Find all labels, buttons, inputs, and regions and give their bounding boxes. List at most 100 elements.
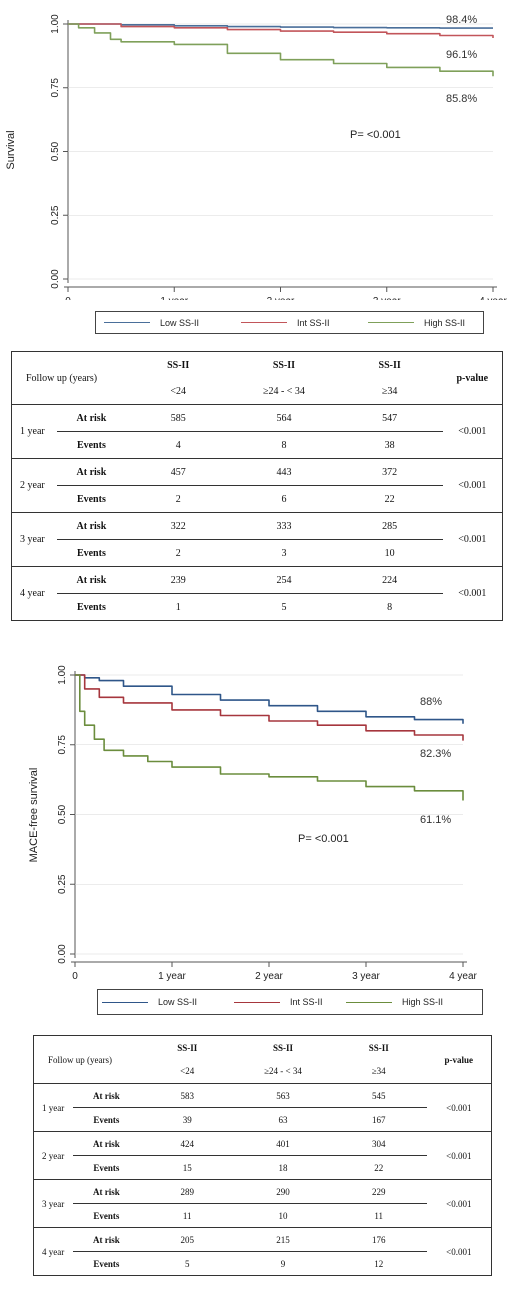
y-tick-label: 1.00	[50, 14, 61, 34]
at-risk-value: 563	[235, 1083, 331, 1108]
legend-label: High SS-II	[402, 997, 444, 1007]
legend-label: Int SS-II	[297, 317, 330, 328]
p-value: <0.001	[458, 480, 487, 491]
x-tick-label: 3 year	[373, 296, 401, 300]
legend-swatch-low	[102, 1001, 148, 1003]
column-head: SS-II	[177, 1042, 198, 1053]
legend-item-high: High SS-II	[368, 312, 465, 333]
follow-up-header: Follow up (years)	[26, 372, 98, 384]
at-risk-value: 443	[231, 458, 337, 486]
header-range-row: <24 ≥24 - < 34 ≥34	[12, 378, 503, 405]
x-tick-label: 3 year	[352, 971, 380, 982]
p-value: <0.001	[458, 534, 487, 545]
p-value: <0.001	[458, 588, 487, 599]
events-value: 11	[182, 1210, 192, 1221]
series-line-low	[68, 23, 493, 29]
y-tick-label: 0.25	[57, 874, 68, 894]
at-risk-value: 304	[330, 1131, 427, 1156]
legend-swatch-int	[234, 1001, 280, 1003]
events-label: Events	[76, 439, 106, 451]
at-risk-label: At risk	[57, 566, 126, 594]
x-tick-label: 1 year	[158, 971, 186, 982]
y-tick-label: 0.50	[57, 804, 68, 824]
header-row: Follow up (years) SS-II SS-II SS-II p-va…	[12, 352, 503, 384]
series-line-int	[68, 23, 494, 38]
column-range: ≥24 - < 34	[262, 385, 305, 397]
at-risk-value: 372	[336, 458, 443, 486]
table-row: 1 year At risk 585 564 547 <0.001	[11, 404, 503, 437]
p-value: <0.001	[446, 1246, 472, 1257]
column-head: SS-II	[378, 359, 401, 371]
events-value: 18	[278, 1162, 288, 1173]
events-value: 2	[175, 493, 181, 505]
events-value: 3	[281, 547, 287, 559]
at-risk-value: 564	[231, 404, 337, 432]
follow-up-header: Follow up (years)	[48, 1054, 112, 1065]
mace-free-survival-chart: MACE-free survival 0.00 0.25 0.50 0.75 1.00 0…	[28, 665, 478, 982]
y-tick-label: 0.00	[57, 944, 68, 964]
x-tick-label: 4 year	[449, 971, 477, 982]
legend-swatch-low	[104, 322, 150, 323]
at-risk-value: 254	[231, 566, 337, 594]
p-value: <0.001	[446, 1198, 472, 1209]
column-range: ≥34	[381, 385, 398, 397]
column-range: <24	[170, 385, 187, 397]
events-value: 63	[278, 1114, 288, 1125]
table-row: Events 4 8 38	[12, 432, 503, 459]
column-range: <24	[180, 1066, 195, 1077]
at-risk-value: 585	[125, 404, 232, 432]
year-label: 3 year	[42, 1198, 65, 1209]
at-risk-value: 322	[125, 512, 232, 540]
end-label-low: 88%	[420, 696, 442, 708]
year-label: 1 year	[42, 1102, 65, 1113]
events-value: 167	[371, 1114, 386, 1125]
at-risk-value: 290	[235, 1179, 331, 1204]
events-value: 39	[182, 1114, 192, 1125]
table-row: Events 39 63 167	[34, 1108, 492, 1132]
column-range: ≥34	[371, 1066, 386, 1077]
table-row: 3 year At risk 289 290 229 <0.001	[33, 1179, 492, 1209]
series-line-low	[75, 674, 464, 724]
legend-item-int: Int SS-II	[241, 312, 330, 333]
events-value: 10	[384, 547, 395, 559]
x-tick-label: 0	[65, 296, 71, 300]
events-value: 1	[175, 601, 181, 613]
legend-label: Low SS-II	[160, 317, 200, 328]
p-value-annotation: P= <0.001	[350, 129, 401, 141]
legend-item-high: High SS-II	[346, 990, 443, 1014]
y-axis-title: Survival	[5, 130, 17, 169]
year-label: 3 year	[20, 534, 45, 545]
column-head: SS-II	[272, 1042, 293, 1053]
events-value: 15	[182, 1162, 192, 1173]
table-row: Events 11 10 11	[34, 1204, 492, 1228]
column-head: SS-II	[167, 359, 190, 371]
legend-label: High SS-II	[424, 317, 466, 328]
at-risk-value: 424	[139, 1131, 236, 1156]
events-value: 6	[281, 493, 287, 505]
x-tick-label: 1 year	[160, 296, 188, 300]
events-value: 8	[281, 439, 287, 451]
events-label: Events	[76, 601, 106, 613]
events-value: 10	[278, 1210, 288, 1221]
table-row: 3 year At risk 322 333 285 <0.001	[11, 512, 503, 545]
events-label: Events	[93, 1258, 120, 1269]
events-label: Events	[76, 493, 106, 505]
legend-label: Int SS-II	[290, 997, 323, 1007]
legend-swatch-int	[241, 322, 287, 323]
y-tick-label: 0.50	[50, 141, 61, 161]
end-label-int: 96.1%	[446, 49, 477, 61]
year-label: 4 year	[42, 1246, 65, 1257]
at-risk-value: 239	[125, 566, 232, 594]
x-tick-label: 4 year	[479, 296, 507, 300]
at-risk-label: At risk	[73, 1179, 140, 1204]
p-value: <0.001	[458, 426, 487, 437]
header-row: Follow up (years) SS-II SS-II SS-II p-va…	[34, 1036, 492, 1065]
column-head: SS-II	[368, 1042, 389, 1053]
table-row: 2 year At risk 424 401 304 <0.001	[33, 1131, 492, 1161]
series-line-int	[75, 674, 464, 741]
y-tick-label: 0.75	[57, 735, 68, 755]
table-row: Events 2 3 10	[12, 540, 503, 567]
year-label: 4 year	[20, 588, 45, 599]
events-value: 11	[374, 1210, 384, 1221]
at-risk-value: 224	[336, 566, 443, 594]
